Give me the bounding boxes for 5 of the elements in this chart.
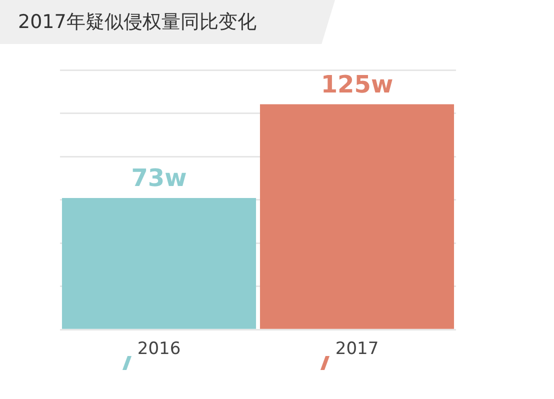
x-tick-label: 2016: [137, 339, 181, 360]
data-label: 125w: [320, 70, 394, 98]
chart-title: 2017年疑似侵权量同比变化: [18, 10, 256, 35]
x-tick-label: 2017: [335, 339, 379, 360]
data-label: 73w: [131, 164, 187, 192]
